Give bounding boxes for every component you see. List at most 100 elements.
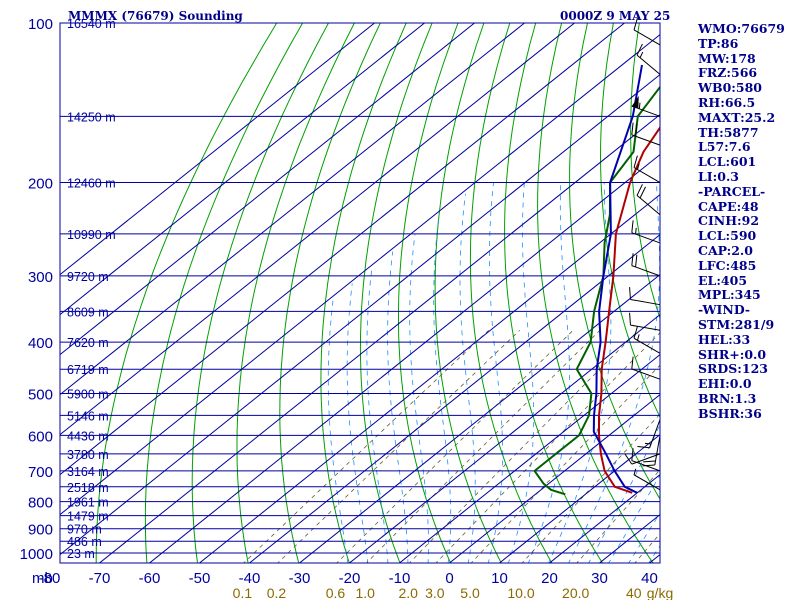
x-tick-label: -20 — [339, 570, 361, 587]
dry-adiabat-line — [359, 23, 433, 563]
wind-barb-flag — [635, 254, 638, 268]
height-label: 4436 m — [67, 429, 109, 443]
wind-barb-flag — [629, 312, 631, 326]
wind-barb-flag — [635, 123, 638, 137]
stat-line: LFC:485 — [698, 257, 757, 273]
height-label: 3780 m — [67, 448, 109, 462]
height-label: 1479 m — [67, 510, 109, 524]
height-label: 5900 m — [67, 387, 109, 401]
moist-adiabat-line — [507, 182, 535, 563]
dewpoint-trace — [533, 85, 660, 496]
wind-barb — [629, 287, 661, 306]
isotherm-line — [60, 23, 425, 316]
mixing-ratio-label: 3.0 — [425, 585, 445, 600]
moist-adiabat-line — [433, 214, 452, 563]
wind-barb-flag — [636, 43, 643, 56]
stat-line: CINH:92 — [698, 213, 760, 229]
wind-barb — [637, 419, 661, 449]
stat-line: STM:281/9 — [698, 316, 775, 332]
wind-barb-flag — [631, 220, 634, 233]
wind-barb — [631, 95, 661, 117]
wind-barb — [633, 17, 661, 46]
stat-line: MAXT:25.2 — [698, 109, 776, 125]
wind-barb — [629, 312, 661, 331]
x-tick-label: -10 — [389, 570, 411, 587]
y-tick-label: 900 — [28, 522, 53, 539]
dry-adiabat-line — [537, 23, 654, 563]
isotherm-line — [60, 73, 660, 556]
isotherm-line — [60, 23, 525, 396]
wind-barb-staff — [631, 105, 661, 117]
stat-line: MW:178 — [698, 50, 756, 66]
mixing-ratio-line — [634, 532, 660, 563]
height-label: 970 m — [67, 523, 102, 537]
mixing-ratio-line — [243, 330, 489, 563]
mixing-ratio-line — [277, 330, 520, 563]
plot-frame — [59, 22, 661, 564]
height-label: 2518 m — [67, 481, 109, 495]
stat-line: HEL:33 — [698, 331, 751, 347]
stat-line: CAPE:48 — [698, 198, 759, 214]
stat-line: SRDS:123 — [698, 361, 768, 377]
isotherm-line — [498, 433, 660, 563]
dry-adiabat-line — [795, 23, 800, 564]
height-label: 7620 m — [67, 336, 109, 350]
wind-barb — [631, 356, 661, 380]
wind-barb-staff — [631, 460, 661, 472]
x-tick-label: 40 — [641, 570, 658, 587]
moist-adiabat-line — [528, 182, 570, 563]
height-label: 486 m — [67, 535, 102, 549]
x-tick-label: -70 — [89, 570, 111, 587]
stat-line: -WIND- — [698, 302, 751, 318]
dry-adiabat-line — [144, 23, 304, 563]
dry-adiabat-line — [434, 23, 502, 563]
isotherm-line — [60, 33, 660, 516]
mixing-ratio-line — [521, 413, 660, 563]
moist-adiabat-line — [409, 233, 429, 563]
x-tick-label: -40 — [239, 570, 261, 587]
wind-barb-flag — [637, 445, 650, 449]
y-tick-label: 800 — [28, 495, 53, 512]
mixing-ratio-line — [408, 330, 639, 563]
sounding-time: 0000Z 9 MAY 25 — [560, 9, 670, 23]
isotherm-line — [398, 353, 660, 563]
wind-barb-flag — [633, 17, 638, 31]
wind-barb-staff — [633, 167, 661, 183]
stat-line: WB0:580 — [698, 80, 763, 96]
mixing-ratio-label: 40 — [626, 585, 642, 600]
dry-adiabat-line — [236, 23, 355, 563]
wind-barb-flag — [624, 453, 633, 465]
wind-barb-half-flag — [644, 442, 652, 445]
wind-barb-half-flag — [637, 163, 640, 170]
mixing-ratio-line — [435, 332, 660, 563]
dry-adiabat-line — [320, 23, 407, 563]
x-tick-label: 0 — [445, 570, 453, 587]
wind-barb-half-flag — [639, 51, 644, 58]
height-label: 1961 m — [67, 496, 109, 510]
y-tick-label: 600 — [28, 428, 53, 445]
mixing-ratio-line — [470, 364, 660, 563]
stat-line: SHR+:0.0 — [698, 346, 767, 362]
wind-barb-staff — [649, 419, 661, 448]
wind-barb-flag — [631, 122, 634, 135]
mixing-ratio-label: 1.0 — [355, 585, 375, 600]
mixing-ratio-label: 10.0 — [507, 585, 534, 600]
isotherm-line — [60, 23, 475, 356]
y-tick-label: 400 — [28, 335, 53, 352]
mixing-ratio-label: 0.1 — [233, 585, 253, 600]
height-label: 5146 m — [67, 409, 109, 423]
wind-barb — [636, 184, 661, 216]
x-tick-label: 30 — [591, 570, 608, 587]
stat-line: -PARCEL- — [698, 183, 766, 199]
stat-line: WMO:76679 — [698, 21, 785, 36]
mixing-ratio-label: 0.6 — [326, 585, 346, 600]
x-tick-label: -30 — [289, 570, 311, 587]
wind-barb-half-flag — [638, 102, 641, 109]
y-tick-label: 100 — [28, 16, 53, 33]
height-label: 12460 m — [67, 177, 116, 191]
wind-barb — [633, 155, 661, 183]
stat-line: TP:86 — [698, 35, 739, 51]
wind-barb-half-flag — [637, 334, 640, 341]
wind-barb-pennant — [631, 95, 639, 109]
